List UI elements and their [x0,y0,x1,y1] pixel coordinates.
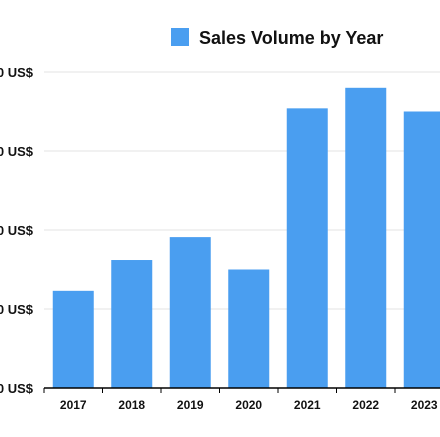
legend: Sales Volume by Year [171,28,383,48]
x-tick-label: 2017 [60,398,87,412]
legend-label: Sales Volume by Year [199,28,383,48]
bar-2023 [403,111,440,388]
bar-2022 [345,87,387,389]
y-tick-label: 0 US$ [0,381,34,396]
bar-2020 [228,269,270,388]
y-tick-label: 0 US$ [0,65,34,80]
axes [43,387,440,393]
y-tick-label: 0 US$ [0,223,34,238]
bar-2017 [52,290,94,388]
x-tick-label: 2021 [294,398,321,412]
x-tick-label: 2018 [118,398,145,412]
bars [52,87,440,389]
bar-2021 [286,108,328,388]
x-axis-tick-labels: 2017 2018 2019 2020 2021 2022 2023 [60,398,438,412]
x-tick-label: 2022 [352,398,379,412]
x-tick-label: 2019 [177,398,204,412]
bar-2018 [111,260,153,388]
x-tick-label: 2023 [411,398,438,412]
y-tick-label: 0 US$ [0,302,34,317]
x-tick-label: 2020 [235,398,262,412]
bar-2019 [169,237,211,388]
y-tick-label: 0 US$ [0,144,34,159]
y-axis-tick-labels: 0 US$ 0 US$ 0 US$ 0 US$ 0 US$ [0,65,34,396]
legend-swatch [171,28,189,46]
